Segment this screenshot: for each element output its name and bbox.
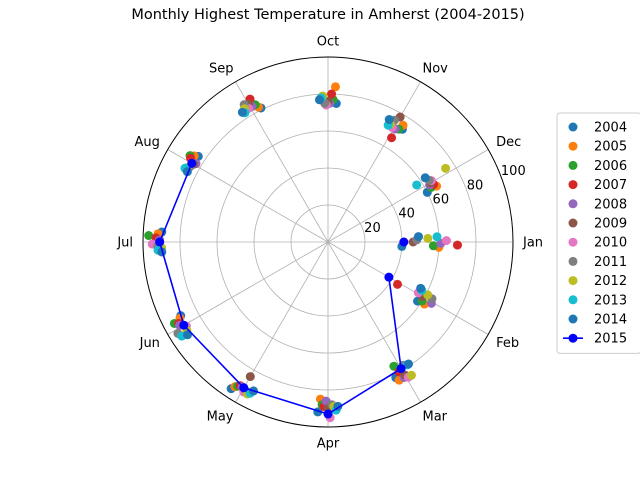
data-point — [432, 232, 442, 242]
grid-spoke — [327, 149, 489, 243]
legend-label: 2012 — [594, 274, 627, 289]
chart-title: Monthly Highest Temperature in Amherst (… — [131, 7, 524, 23]
data-point — [187, 158, 197, 168]
legend-marker — [568, 122, 578, 132]
month-label: Mar — [423, 410, 448, 425]
legend-label: 2014 — [594, 313, 627, 328]
data-point — [428, 241, 438, 251]
r-tick-label: 60 — [433, 193, 450, 208]
legend-label: 2007 — [594, 178, 627, 193]
month-label: Aug — [135, 135, 160, 150]
legend-marker — [568, 314, 578, 324]
data-point — [237, 107, 247, 117]
data-point — [327, 89, 337, 99]
r-tick-label: 100 — [501, 164, 526, 179]
r-tick-label: 20 — [364, 221, 381, 236]
legend-marker — [568, 295, 578, 305]
data-point — [330, 82, 340, 92]
data-point — [423, 233, 433, 243]
data-point — [420, 173, 430, 183]
legend-label: 2009 — [594, 217, 627, 232]
data-point — [396, 364, 406, 374]
data-point — [384, 272, 394, 282]
legend-box — [556, 112, 640, 354]
data-point — [387, 133, 397, 143]
series-2014 — [157, 95, 430, 411]
series-line — [158, 163, 402, 415]
month-label: Dec — [496, 135, 521, 150]
data-point — [179, 320, 189, 330]
data-point — [245, 372, 255, 382]
legend-label: 2011 — [594, 255, 627, 270]
legend-label: 2004 — [594, 121, 627, 136]
polar-frame — [142, 56, 514, 428]
data-point — [413, 232, 423, 242]
data-point — [412, 180, 422, 190]
legend-marker — [568, 180, 578, 190]
month-label: Jan — [522, 236, 543, 251]
month-label: Jun — [139, 336, 160, 351]
data-point — [399, 237, 409, 247]
data-point — [441, 163, 451, 173]
month-label: Sep — [209, 61, 234, 76]
data-point — [144, 231, 154, 241]
legend-marker — [568, 333, 578, 343]
legend-label: 2005 — [594, 140, 627, 155]
legend-marker — [568, 199, 578, 209]
grid-spoke — [327, 81, 421, 243]
month-label: Feb — [496, 336, 519, 351]
month-label: May — [207, 410, 234, 425]
month-label: Apr — [317, 437, 340, 452]
series-2006 — [144, 95, 438, 410]
data-point — [404, 359, 414, 369]
data-point — [406, 370, 416, 380]
data-point — [441, 236, 451, 246]
legend: 2004 2005 2006 2007 2008 2009 2010 2011 2012 2013… — [556, 112, 640, 354]
grid-spoke — [167, 241, 329, 335]
legend-label: 2006 — [594, 159, 627, 174]
data-point — [416, 283, 426, 293]
legend-label: 2013 — [594, 293, 627, 308]
series-2007 — [151, 89, 462, 412]
data-point — [384, 115, 394, 125]
legend-marker — [568, 218, 578, 228]
legend-marker — [568, 237, 578, 247]
series-2008 — [155, 98, 446, 406]
data-point — [392, 279, 402, 289]
legend-label: 2010 — [594, 236, 627, 251]
series-2015 — [155, 158, 409, 419]
grid-spoke — [327, 241, 489, 335]
legend-marker — [568, 141, 578, 151]
series-2010 — [147, 100, 451, 423]
r-tick-label: 40 — [398, 207, 415, 222]
legend-marker — [568, 160, 578, 170]
legend-label: 2008 — [594, 197, 627, 212]
legend-label: 2015 — [594, 332, 627, 347]
data-point — [452, 240, 462, 250]
data-point — [323, 409, 333, 419]
r-tick-label: 80 — [467, 178, 484, 193]
data-point — [155, 237, 165, 247]
month-label: Jul — [116, 236, 133, 251]
legend-marker — [568, 256, 578, 266]
month-label: Nov — [423, 61, 449, 76]
data-point — [239, 383, 249, 393]
month-label: Oct — [317, 35, 339, 50]
data-series — [144, 82, 462, 423]
data-point — [314, 95, 324, 105]
axis-labels: 20 40 60 80 100 Jan Feb Mar Apr May Jun Jul Aug Sep Oc… — [116, 35, 543, 452]
legend-marker — [568, 276, 578, 286]
